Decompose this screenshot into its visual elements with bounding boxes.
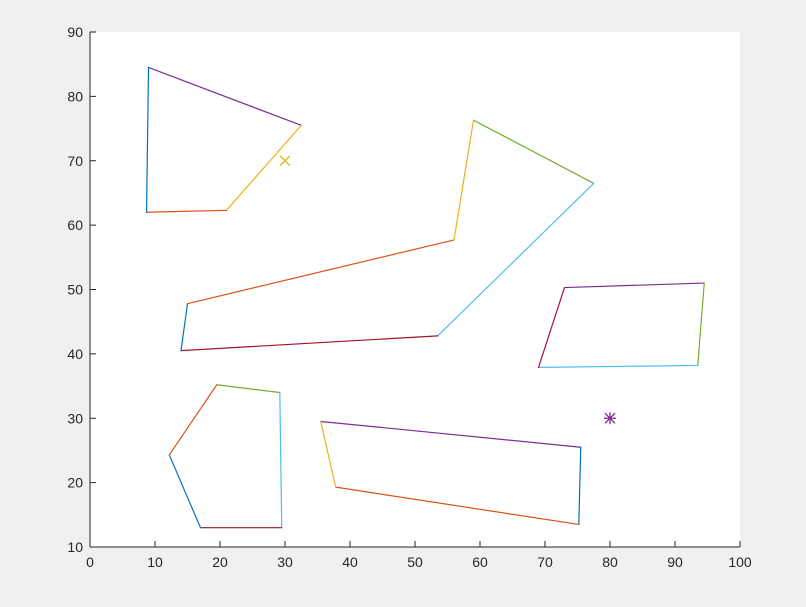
polygon-4-edge-2 xyxy=(279,391,283,529)
polygon-3-edge-2 xyxy=(697,282,705,367)
polygon-3 xyxy=(537,282,705,368)
x-tick-label: 80 xyxy=(602,554,618,570)
start-marker xyxy=(279,155,291,167)
polygon-2-edge-3 xyxy=(180,335,439,352)
polygon-1-edge-2 xyxy=(225,124,302,211)
polygon-1-edge-1 xyxy=(147,66,302,126)
polygon-4 xyxy=(168,384,283,529)
x-tick-label: 30 xyxy=(277,554,293,570)
y-tick-label: 90 xyxy=(67,24,83,40)
polygon-1-edge-4 xyxy=(145,66,150,213)
y-tick-label: 70 xyxy=(67,153,83,169)
y-tick-label: 80 xyxy=(67,88,83,104)
polygon-3-edge-1 xyxy=(563,282,705,289)
y-tick-label: 40 xyxy=(67,346,83,362)
polygon-2-edge-5 xyxy=(186,239,455,305)
y-tick-label: 20 xyxy=(67,475,83,491)
polygon-5-edge-2 xyxy=(578,446,582,526)
x-tick-label: 10 xyxy=(147,554,163,570)
polygon-3-edge-4 xyxy=(537,286,566,368)
polygon-2-edge-2 xyxy=(437,182,595,337)
polygon-2-edge-1 xyxy=(472,119,595,184)
y-tick-label: 50 xyxy=(67,282,83,298)
x-tick-label: 60 xyxy=(472,554,488,570)
y-axis-ticks: 10 20 30 40 50 60 70 80 90 xyxy=(67,24,96,555)
polygon-3-edge-3 xyxy=(537,364,699,368)
data-layer xyxy=(145,66,705,529)
x-tick-label: 100 xyxy=(728,554,752,570)
polygon-5-edge-4 xyxy=(320,420,337,488)
x-tick-label: 20 xyxy=(212,554,228,570)
polygon-5-edge-3 xyxy=(335,486,580,526)
y-tick-label: 60 xyxy=(67,217,83,233)
x-tick-label: 90 xyxy=(667,554,683,570)
plot-area xyxy=(90,32,740,547)
polygon-4-edge-1 xyxy=(216,384,281,394)
polygon-2-edge-6 xyxy=(453,119,475,241)
y-tick-label: 30 xyxy=(67,410,83,426)
x-tick-label: 50 xyxy=(407,554,423,570)
goal-marker xyxy=(604,412,616,425)
polygon-4-edge-4 xyxy=(168,454,202,529)
polygon-2 xyxy=(180,119,595,352)
x-tick-label: 40 xyxy=(342,554,358,570)
x-tick-label: 0 xyxy=(86,554,94,570)
polygon-5-edge-1 xyxy=(320,420,582,448)
polygon-4-edge-5 xyxy=(168,384,218,456)
x-tick-label: 70 xyxy=(537,554,553,570)
polygon-5 xyxy=(320,420,582,526)
polygon-1 xyxy=(145,66,302,213)
y-tick-label: 10 xyxy=(67,539,83,555)
polygon-2-edge-4 xyxy=(180,303,189,352)
marker-stroke xyxy=(279,155,291,167)
polygon-1-edge-3 xyxy=(145,209,228,213)
x-axis-ticks: 0 10 20 30 40 50 60 70 80 90 100 xyxy=(86,541,752,570)
